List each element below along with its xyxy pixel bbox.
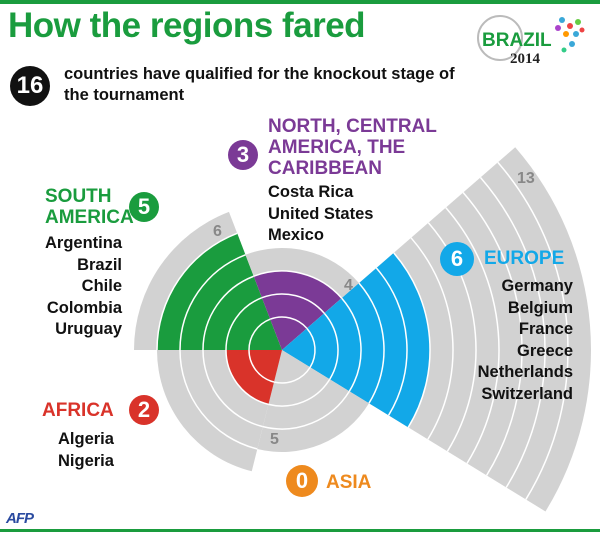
ring-line [156, 232, 238, 351]
ring-line [269, 316, 308, 329]
ring-line [358, 282, 385, 404]
ring-line [179, 349, 258, 450]
country: Greece [517, 341, 573, 360]
total-description: countries have qualified for the knockou… [64, 65, 455, 104]
ncac-countries: Costa Rica United States Mexico [268, 182, 373, 247]
europe-count: 6 [440, 242, 474, 276]
total-count-badge: 16 [10, 66, 50, 106]
ring-line [202, 275, 254, 351]
south-america-count: 5 [129, 192, 159, 222]
total-label: 13 [517, 170, 535, 187]
total-label: 5 [270, 431, 279, 448]
ring-line [225, 297, 263, 351]
sector-qualified [253, 271, 342, 350]
sector-total [282, 147, 591, 512]
sector-qualified [157, 233, 282, 350]
country: Chile [81, 277, 122, 295]
ring-line [202, 349, 264, 428]
europe-label: EUROPE [484, 248, 565, 269]
country: Uruguay [55, 320, 122, 338]
country: Nigeria [58, 451, 114, 470]
sector-total [257, 350, 369, 452]
africa-countries: Algeria Nigeria [58, 429, 114, 472]
country: Argentina [44, 234, 122, 252]
ring-line [497, 161, 569, 500]
total-label: 4 [344, 277, 353, 294]
brazil-2014-logo: BRAZIL 2014 [470, 8, 590, 68]
ring-line [306, 327, 316, 368]
ring-line [323, 312, 339, 380]
ring-line [248, 318, 271, 351]
bottom-rule [0, 529, 600, 532]
south-america-label: SOUTH AMERICA [45, 186, 134, 228]
logo-text-2: 2014 [510, 51, 541, 67]
europe-countries: Germany Belgium France Greece Netherland… [440, 276, 573, 405]
ring-line [393, 252, 431, 428]
total-label: 6 [213, 223, 222, 240]
asia-count: 0 [286, 465, 318, 497]
top-rule [0, 0, 600, 4]
ring-line [248, 349, 275, 383]
country: Switzerland [481, 384, 573, 403]
afp-logo: AFP [6, 510, 34, 527]
country: Mexico [268, 226, 324, 244]
ring-line [262, 390, 350, 430]
ring-line [375, 267, 408, 416]
ring-line [268, 378, 331, 407]
ring-line [179, 254, 246, 351]
ncac-label: NORTH, CENTRAL AMERICA, THE CARIBBEAN [268, 116, 437, 179]
country: Netherlands [477, 363, 573, 381]
ring-line [445, 207, 500, 464]
sector-qualified [226, 350, 282, 405]
country: France [518, 320, 573, 338]
ring-line [462, 192, 523, 476]
ring-line [410, 237, 454, 440]
africa-label: AFRICA [42, 400, 114, 421]
ring-line [341, 297, 362, 392]
asia-label: ASIA [326, 472, 372, 493]
ring-line [479, 176, 546, 488]
page-title: How the regions fared [8, 6, 366, 45]
ring-line [273, 366, 311, 384]
south-america-countries: Argentina Brazil Chile Colombia Uruguay [20, 233, 122, 341]
country: Colombia [46, 298, 122, 317]
country: Belgium [507, 298, 573, 317]
country: Brazil [77, 255, 122, 274]
logo-text-1: BRAZIL [482, 30, 552, 51]
ncac-count: 3 [228, 140, 258, 170]
ring-line [253, 270, 343, 299]
country: United States [268, 204, 374, 223]
country: Costa Rica [268, 183, 354, 201]
ring-line [225, 349, 269, 406]
africa-count: 2 [129, 395, 159, 425]
country: Algeria [58, 430, 114, 448]
country: Germany [501, 277, 573, 295]
sector-qualified [282, 252, 430, 428]
ring-line [261, 293, 325, 314]
